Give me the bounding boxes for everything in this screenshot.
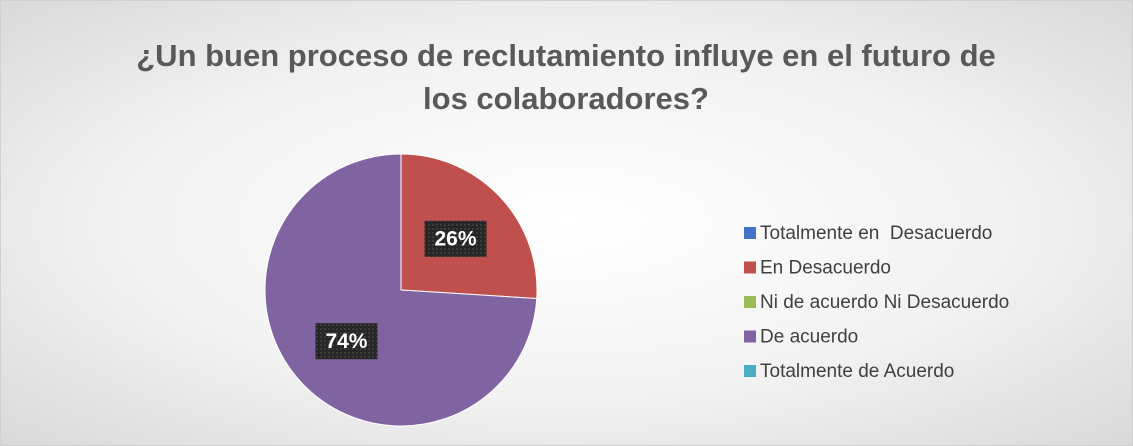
legend-label: Totalmente en Desacuerdo <box>760 223 992 244</box>
legend-label: Totalmente de Acuerdo <box>760 361 954 382</box>
data-label-box <box>315 323 378 360</box>
legend-swatch <box>744 296 756 308</box>
legend-swatch <box>744 261 756 274</box>
legend-label: De acuerdo <box>760 327 858 348</box>
legend-swatch <box>744 227 756 239</box>
data-label: 74% <box>325 330 367 353</box>
legend-swatch <box>744 365 756 377</box>
legend-swatch <box>744 330 756 343</box>
data-label: 26% <box>435 227 477 250</box>
chart-title: ¿Un buen proceso de reclutamiento influy… <box>136 38 996 116</box>
legend-label: En Desacuerdo <box>760 258 891 279</box>
legend-label: Ni de acuerdo Ni Desacuerdo <box>760 292 1009 313</box>
data-label-box <box>424 220 487 257</box>
